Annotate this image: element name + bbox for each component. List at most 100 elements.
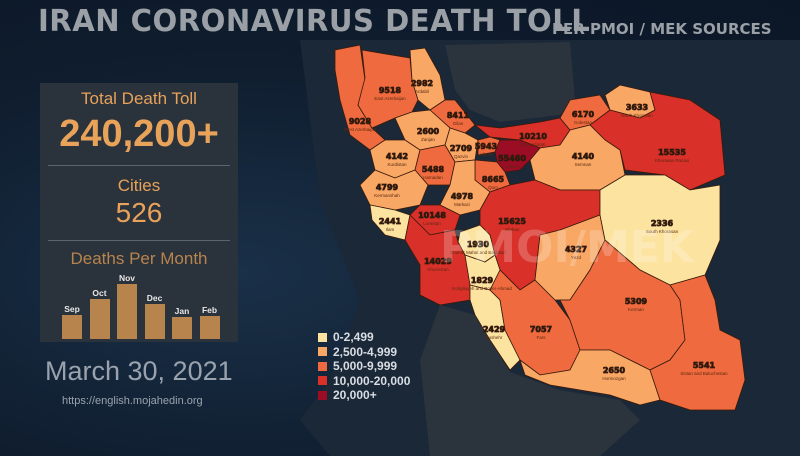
province-value-isfahan: 15625 [498, 217, 526, 226]
province-sistan-and-baluchestan[interactable] [649, 274, 746, 411]
province-value-south-khorasan: 2336 [651, 219, 674, 228]
bar-label: Feb [201, 304, 218, 315]
legend-label: 10,000-20,000 [333, 373, 411, 388]
province-value-mazandaran: 10210 [519, 132, 547, 141]
province-name-qom: Qom [488, 185, 498, 190]
province-name-khorasan-razavi: Khorasan Razavi [655, 158, 689, 163]
legend-label: 2,500-4,999 [333, 344, 398, 359]
province-name-hormozgan: Hormozgan [602, 376, 626, 381]
province-name-ilam: Ilam [386, 227, 395, 232]
legend: 0-2,499 2,500-4,999 5,000-9,999 10,000-2… [318, 330, 410, 403]
province-value-semnan: 4140 [572, 152, 595, 161]
legend-swatch [318, 376, 327, 386]
bar-dec [144, 304, 165, 339]
province-name-sistan-and-baluchestan: Sistan and Baluchestan [680, 371, 728, 376]
province-name-ardabil: Ardabil [415, 89, 429, 94]
province-value-khuzestan: 14029 [424, 257, 452, 266]
monthly-bar-chart: Sep Oct Nov Dec Jan Feb [40, 273, 238, 341]
bar-feb [199, 315, 220, 339]
bar-label: Nov [118, 273, 136, 283]
province-value-west-azerbaijan: 9028 [349, 117, 372, 126]
province-value-yazd: 4327 [565, 245, 587, 254]
legend-item: 0-2,499 [318, 330, 410, 345]
province-name-khuzestan: Khuzestan [427, 267, 449, 272]
province-value-kermanshah: 4799 [376, 183, 399, 192]
province-value-zanjan: 2600 [417, 127, 440, 136]
province-name-tehran: Tehran [505, 164, 519, 169]
province-value-hamadan: 5488 [422, 165, 445, 174]
province-name-chahar-mahal-and-bakhtiari: Chahar Mahal and Bakhtiari [450, 250, 506, 255]
bar-label: Jan [174, 305, 190, 316]
divider [48, 240, 230, 241]
legend-swatch [318, 347, 327, 357]
province-name-hamadan: Hamadan [423, 175, 443, 180]
province-name-gilan: Gilan [453, 121, 464, 126]
bar-sep [62, 314, 82, 339]
province-value-kohgiluyeh-and-boyer-ahmad: 1829 [471, 276, 494, 285]
province-name-east-azerbaijan: East Azerbaijan [374, 96, 406, 101]
source-url[interactable]: https://english.mojahedin.org [62, 395, 203, 407]
legend-label: 5,000-9,999 [333, 359, 398, 374]
province-value-lorestan: 10148 [418, 211, 446, 220]
province-value-north-khorasan: 3633 [626, 103, 648, 112]
province-value-bushehr: 2429 [483, 325, 506, 334]
page-title: IRAN CORONAVIRUS DEATH TOLL [38, 4, 591, 39]
province-name-semnan: Semnan [575, 162, 592, 167]
province-value-ilam: 2441 [379, 217, 402, 226]
province-value-sistan-and-baluchestan: 5541 [693, 361, 716, 370]
province-semnan[interactable] [529, 124, 626, 191]
province-value-tehran: 55460 [498, 154, 526, 163]
legend-swatch [318, 332, 327, 342]
province-name-fars: Fars [537, 335, 547, 340]
province-value-kurdistan: 4142 [386, 152, 408, 161]
bar-label: Dec [146, 293, 163, 304]
province-value-golestan: 6170 [572, 110, 595, 119]
province-value-markazi: 4978 [451, 192, 474, 201]
date: March 30, 2021 [45, 356, 233, 386]
province-name-west-azerbaijan: West Azerbaijan [344, 127, 377, 132]
province-value-qazvin: 2709 [450, 144, 473, 153]
page-subtitle: PER PMOI / MEK SOURCES [552, 20, 772, 38]
legend-label: 20,000+ [333, 388, 377, 403]
legend-item: 20,000+ [318, 388, 410, 403]
cities-label: Cities [117, 176, 161, 195]
watermark: PMOI/MEK [440, 222, 696, 273]
bar-label: Oct [92, 288, 107, 299]
total-death-label: Total Death Toll [81, 89, 197, 108]
province-value-hormozgan: 2650 [603, 366, 626, 375]
province-name-bushehr: Bushehr [486, 335, 503, 340]
total-death-value: 240,200+ [59, 113, 219, 155]
caspian-sea [445, 42, 575, 122]
province-name-kohgiluyeh-and-boyer-ahmad: Kohgiluyeh and Boyer-Ahmad [452, 286, 512, 291]
province-value-khorasan-razavi: 15535 [658, 148, 686, 157]
bar-jan [172, 316, 192, 339]
province-value-kerman: 5309 [625, 297, 648, 306]
province-name-yazd: Yazd [571, 255, 581, 260]
monthly-label: Deaths Per Month [70, 249, 208, 268]
province-south-khorasan[interactable] [599, 174, 721, 286]
province-name-isfahan: Isfahan [505, 227, 520, 232]
province-value-chahar-mahal-and-bakhtiari: 1930 [467, 240, 490, 249]
cities-value: 526 [115, 197, 163, 228]
province-name-qazvin: Qazvin [454, 154, 469, 159]
province-name-kerman: Kerman [628, 307, 644, 312]
province-name-kermanshah: Kermanshah [374, 193, 400, 198]
province-value-east-azerbaijan: 9518 [379, 86, 402, 95]
province-name-markazi: Markazi [454, 202, 470, 207]
legend-label: 0-2,499 [333, 330, 374, 345]
bar-oct [89, 299, 110, 339]
province-value-gilan: 8411 [447, 111, 470, 120]
province-name-south-khorasan: South Khorasan [646, 229, 679, 234]
province-name-kurdistan: Kurdistan [387, 162, 407, 167]
province-name-north-khorasan: North Khorasan [621, 113, 653, 118]
province-name-golestan: Golestan [574, 120, 593, 125]
province-name-mazandaran: Mazandaran [520, 142, 546, 147]
legend-swatch [318, 390, 327, 400]
divider [48, 165, 230, 166]
legend-item: 5,000-9,999 [318, 359, 410, 374]
province-name-zanjan: Zanjan [421, 137, 435, 142]
province-value-fars: 7057 [530, 325, 552, 334]
province-name-alborz: Alborz [480, 152, 494, 157]
legend-item: 10,000-20,000 [318, 374, 410, 389]
